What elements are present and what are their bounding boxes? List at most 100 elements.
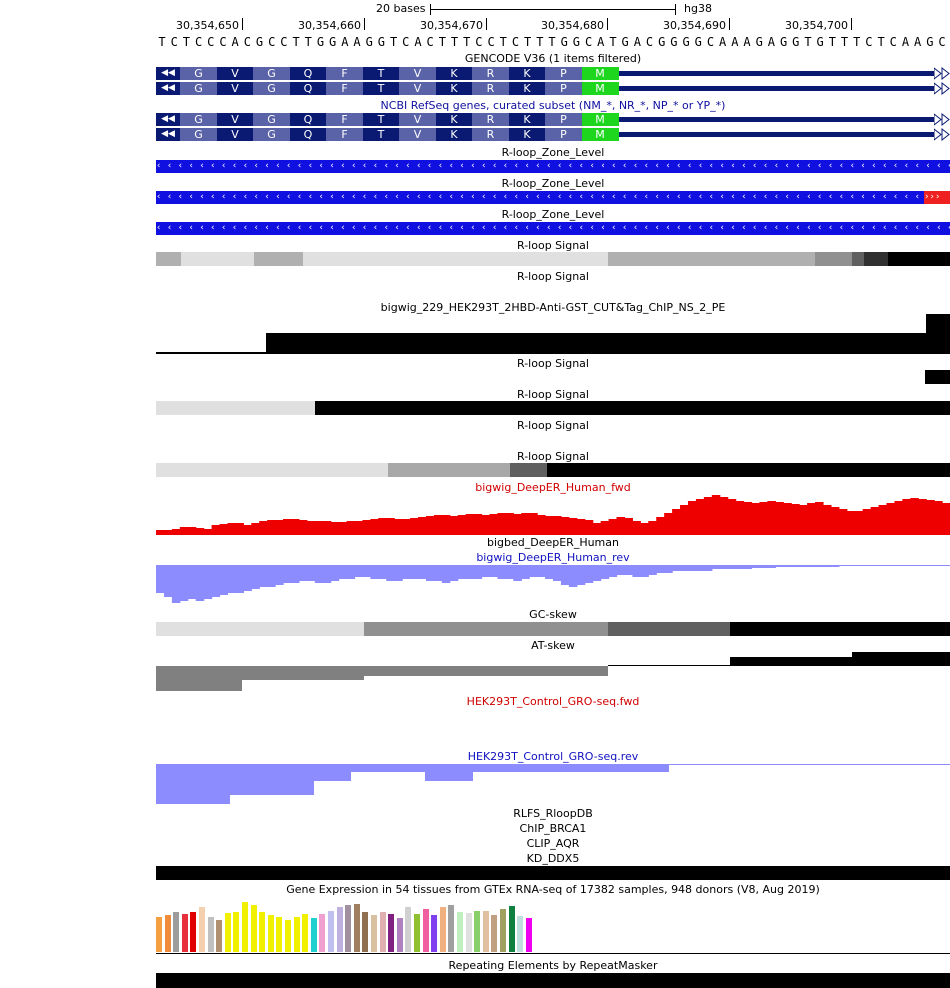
track-label-bigwig-229[interactable]: bigwig_229_HEK293T_2HBD-Anti-GST_CUT&Tag…	[380, 301, 726, 314]
track-label-at-skew[interactable]: AT-skew	[531, 639, 575, 652]
track-label-kd-ddx5[interactable]: KD_DDX5	[526, 852, 580, 865]
gtex-tissue-bar[interactable]	[164, 915, 171, 952]
rloop-zone-2-feature[interactable]: ‹ ‹ ‹ ‹ ‹ ‹ ‹ ‹ ‹ ‹ ‹ ‹ ‹ ‹ ‹ ‹ ‹ ‹ ‹ ‹ …	[156, 191, 950, 204]
rloop-zone-1-feature[interactable]: ‹ ‹ ‹ ‹ ‹ ‹ ‹ ‹ ‹ ‹ ‹ ‹ ‹ ‹ ‹ ‹ ‹ ‹ ‹ ‹ …	[156, 160, 950, 173]
rloop-signal-4-bar[interactable]	[156, 401, 950, 415]
track-label-clip-aqr[interactable]: CLIP_AQR	[526, 837, 580, 850]
gtex-tissue-bar[interactable]	[276, 917, 283, 952]
amino-acid-codon[interactable]: K	[435, 67, 473, 80]
gtex-tissue-bar[interactable]	[336, 907, 343, 952]
gtex-tissue-bar[interactable]	[414, 914, 420, 952]
amino-acid-codon[interactable]: R	[472, 113, 509, 126]
amino-acid-codon[interactable]: V	[216, 113, 254, 126]
track-label-rloop-signal-4[interactable]: R-loop Signal	[517, 388, 589, 401]
gtex-tissue-bar[interactable]	[216, 920, 223, 952]
amino-acid-codon[interactable]: G	[180, 67, 217, 80]
rloop-zone-3-feature[interactable]: ‹ ‹ ‹ ‹ ‹ ‹ ‹ ‹ ‹ ‹ ‹ ‹ ‹ ‹ ‹ ‹ ‹ ‹ ‹ ‹ …	[156, 222, 950, 235]
gtex-tissue-bar[interactable]	[207, 917, 214, 952]
gtex-tissue-bar[interactable]	[181, 914, 188, 952]
gtex-tissue-bar[interactable]	[388, 914, 395, 952]
gtex-tissue-bar[interactable]	[328, 911, 334, 952]
track-label-gc-skew[interactable]: GC-skew	[529, 608, 577, 621]
gtex-tissue-bar[interactable]	[199, 907, 205, 952]
rloop-signal-6-bar[interactable]	[156, 463, 950, 477]
amino-acid-codon[interactable]: V	[399, 113, 436, 126]
track-label-rloop-zone-3[interactable]: R-loop_Zone_Level	[501, 208, 605, 221]
gencode-transcript-1[interactable]: ◀◀ G V G Q F T V K R K P M	[156, 66, 950, 81]
amino-acid-codon[interactable]: M	[581, 67, 619, 80]
deeper-rev-signal[interactable]	[156, 565, 950, 605]
amino-acid-codon[interactable]: V	[399, 67, 436, 80]
amino-acid-codon[interactable]: T	[362, 67, 400, 80]
deeper-fwd-signal[interactable]	[156, 492, 950, 535]
amino-acid-codon[interactable]: G	[180, 82, 217, 95]
amino-acid-codon[interactable]: V	[399, 128, 436, 141]
amino-acid-codon[interactable]: P	[545, 128, 582, 141]
amino-acid-codon[interactable]: G	[180, 113, 217, 126]
gtex-tissue-bar[interactable]	[396, 918, 403, 952]
amino-acid-codon[interactable]: P	[545, 113, 582, 126]
track-label-gro-fwd[interactable]: HEK293T_Control_GRO-seq.fwd	[466, 695, 640, 708]
amino-acid-codon[interactable]: M	[581, 128, 619, 141]
track-label-deeper-rev[interactable]: bigwig_DeepER_Human_rev	[476, 551, 630, 564]
gtex-tissue-bar[interactable]	[525, 918, 532, 952]
gtex-tissue-bar[interactable]	[242, 902, 248, 952]
kd-ddx5-feature[interactable]	[156, 866, 950, 880]
rloop-signal-1-bar[interactable]	[156, 252, 950, 266]
gtex-tissue-bar[interactable]	[379, 912, 386, 952]
track-label-rloop-signal-3[interactable]: R-loop Signal	[517, 357, 589, 370]
amino-acid-codon[interactable]: R	[472, 82, 509, 95]
amino-acid-codon[interactable]: K	[435, 113, 473, 126]
amino-acid-codon[interactable]: F	[326, 82, 363, 95]
track-label-gro-rev[interactable]: HEK293T_Control_GRO-seq.rev	[467, 750, 639, 763]
gro-rev-signal[interactable]	[156, 764, 950, 804]
bigwig-229-signal[interactable]	[156, 314, 950, 354]
track-label-rlfs[interactable]: RLFS_RloopDB	[513, 807, 593, 820]
rloop-zone-2-red-segment[interactable]: ›››	[924, 191, 950, 204]
amino-acid-codon[interactable]: T	[362, 128, 400, 141]
gtex-tissue-bar[interactable]	[250, 905, 257, 952]
amino-acid-codon[interactable]: G	[180, 128, 217, 141]
amino-acid-codon[interactable]: R	[472, 67, 509, 80]
gtex-tissue-bar[interactable]	[405, 907, 412, 952]
at-skew-signal[interactable]	[156, 652, 950, 692]
rloop-signal-3-bar[interactable]	[925, 370, 950, 384]
gtex-tissue-bar[interactable]	[422, 909, 429, 952]
gtex-tissue-bar[interactable]	[259, 912, 266, 952]
amino-acid-codon[interactable]: Q	[289, 113, 327, 126]
gtex-tissue-bar[interactable]	[224, 913, 231, 952]
amino-acid-codon[interactable]: G	[253, 113, 290, 126]
gtex-tissue-bar[interactable]	[465, 913, 472, 952]
amino-acid-codon[interactable]: V	[216, 128, 254, 141]
refseq-transcript-1[interactable]: ◀◀ G V G Q F T V K R K P M	[156, 112, 950, 127]
track-label-rloop-signal-1[interactable]: R-loop Signal	[517, 239, 589, 252]
track-label-rloop-zone-1[interactable]: R-loop_Zone_Level	[501, 146, 605, 159]
amino-acid-codon[interactable]: K	[508, 67, 546, 80]
amino-acid-codon[interactable]: M	[581, 113, 619, 126]
gtex-tissue-bar[interactable]	[500, 909, 506, 952]
amino-acid-codon[interactable]: P	[545, 67, 582, 80]
gtex-tissue-bar[interactable]	[319, 914, 326, 952]
gtex-tissue-bar[interactable]	[293, 917, 300, 952]
refseq-transcript-2[interactable]: ◀◀ G V G Q F T V K R K P M	[156, 127, 950, 142]
gtex-tissue-bar[interactable]	[353, 904, 360, 952]
amino-acid-codon[interactable]: K	[435, 128, 473, 141]
amino-acid-codon[interactable]: Q	[289, 82, 327, 95]
track-label-rloop-zone-2[interactable]: R-loop_Zone_Level	[501, 177, 605, 190]
gtex-tissue-bar[interactable]	[508, 906, 515, 952]
amino-acid-codon[interactable]: K	[508, 113, 546, 126]
gtex-tissue-bar[interactable]	[362, 912, 369, 952]
gtex-tissue-bar[interactable]	[517, 916, 524, 952]
amino-acid-codon[interactable]: P	[545, 82, 582, 95]
gtex-tissue-bar[interactable]	[439, 907, 446, 952]
track-label-rloop-signal-2[interactable]: R-loop Signal	[517, 270, 589, 283]
gtex-tissue-bar[interactable]	[457, 912, 463, 952]
amino-acid-codon[interactable]: M	[581, 82, 619, 95]
track-label-gencode[interactable]: GENCODE V36 (1 items filtered)	[464, 52, 642, 65]
amino-acid-codon[interactable]: V	[399, 82, 436, 95]
amino-acid-codon[interactable]: F	[326, 113, 363, 126]
amino-acid-codon[interactable]: T	[362, 82, 400, 95]
gtex-tissue-bar[interactable]	[491, 915, 498, 952]
gtex-tissue-bar[interactable]	[173, 912, 180, 952]
amino-acid-codon[interactable]: T	[362, 113, 400, 126]
